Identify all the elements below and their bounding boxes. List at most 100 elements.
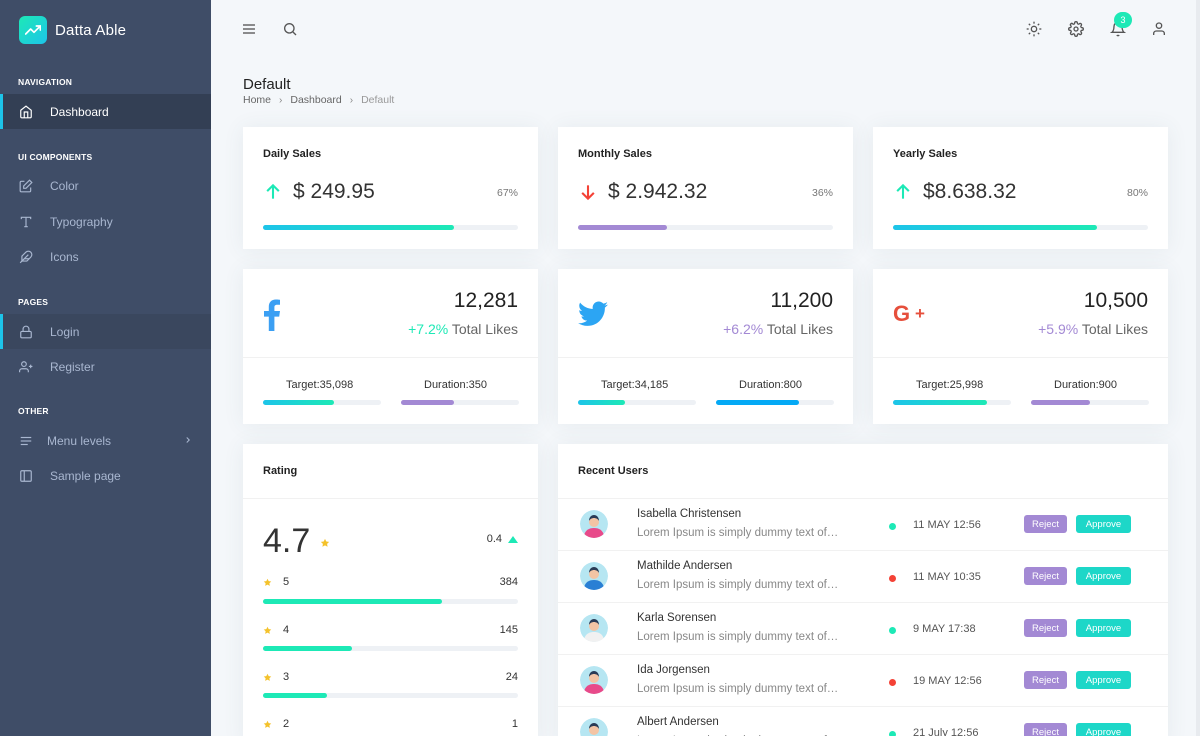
svg-text:+: + <box>915 304 925 323</box>
divider <box>243 498 538 499</box>
reject-button[interactable]: Reject <box>1024 567 1067 585</box>
sidebar-item-menu-levels[interactable]: Menu levels <box>0 423 211 458</box>
card-title: Daily Sales <box>263 148 322 160</box>
duration-progress-fill <box>716 400 799 405</box>
breadcrumb-current: Default <box>361 94 395 106</box>
divider <box>558 357 853 358</box>
social-likes: +5.9% Total Likes <box>1038 321 1148 337</box>
sidebar-icon <box>18 468 34 484</box>
user-icon[interactable] <box>1150 20 1168 38</box>
breadcrumb-home[interactable]: Home <box>243 94 272 106</box>
user-name: Ida Jorgensen <box>637 664 710 676</box>
target-value: 35,098 <box>319 379 354 391</box>
sidebar-item-dashboard[interactable]: Dashboard <box>0 94 211 129</box>
user-row: Mathilde Andersen Lorem Ipsum is simply d… <box>558 550 1168 602</box>
social-likes: +6.2% Total Likes <box>723 321 833 337</box>
progress-track <box>893 225 1148 230</box>
approve-button[interactable]: Approve <box>1076 671 1131 689</box>
status-dot <box>889 679 896 686</box>
card-title: Yearly Sales <box>893 148 958 160</box>
rating-stars: 2 <box>283 718 290 730</box>
svg-text:G: G <box>893 302 910 324</box>
sidebar-item-label: Register <box>50 359 95 374</box>
google-plus-icon: G + <box>893 301 931 329</box>
approve-button[interactable]: Approve <box>1076 619 1131 637</box>
card-title: Rating <box>263 465 298 477</box>
rating-count: 145 <box>499 624 518 636</box>
sidebar-item-label: Sample page <box>50 468 121 483</box>
breadcrumb-dashboard[interactable]: Dashboard <box>290 94 342 106</box>
approve-button[interactable]: Approve <box>1076 515 1131 533</box>
likes-label: Total Likes <box>766 321 833 337</box>
sun-icon[interactable] <box>1025 20 1043 38</box>
rating-track <box>263 599 518 604</box>
duration-progress-track <box>716 400 834 405</box>
reject-button[interactable]: Reject <box>1024 515 1067 533</box>
star-icon <box>263 578 272 586</box>
type-icon <box>18 214 34 230</box>
hamburger-menu-icon[interactable] <box>240 20 258 38</box>
twitter-icon <box>578 301 608 332</box>
sidebar-item-sample-page[interactable]: Sample page <box>0 458 211 493</box>
avatar <box>580 614 608 642</box>
rating-delta-value: 0.4 <box>486 533 502 545</box>
settings-gear-icon[interactable] <box>1067 20 1085 38</box>
sidebar-item-label: Typography <box>50 214 113 229</box>
duration-label: Duration:800 <box>739 379 802 391</box>
arrow-up-icon <box>896 183 910 199</box>
star-icon <box>263 673 272 681</box>
duration-progress-fill <box>1031 400 1090 405</box>
card-title: Recent Users <box>578 465 649 477</box>
likes-change: +6.2% <box>723 321 764 337</box>
reject-button[interactable]: Reject <box>1024 723 1067 736</box>
status-dot <box>889 627 896 634</box>
sidebar-item-label: Dashboard <box>50 104 109 119</box>
reject-button[interactable]: Reject <box>1024 671 1067 689</box>
sidebar-item-register[interactable]: Register <box>0 349 211 384</box>
breadcrumb: Home › Dashboard › Default <box>243 94 394 106</box>
home-icon <box>18 104 34 120</box>
user-description: Lorem Ipsum is simply dummy text of… <box>637 683 839 695</box>
approve-button[interactable]: Approve <box>1076 723 1131 736</box>
search-icon[interactable] <box>281 20 299 38</box>
sales-amount: $ 2.942.32 <box>608 180 708 203</box>
progress-track <box>263 225 518 230</box>
sidebar-item-color[interactable]: Color <box>0 168 211 203</box>
brand-name: Datta Able <box>55 21 127 39</box>
progress-fill <box>578 225 668 230</box>
nav-caption-other: OTHER <box>18 406 49 416</box>
status-dot <box>889 575 896 582</box>
rating-count: 24 <box>505 671 518 683</box>
user-plus-icon <box>18 359 34 375</box>
facebook-card: 12,281 +7.2% Total Likes Target:35,098 D… <box>243 269 538 424</box>
brand[interactable]: Datta Able <box>0 0 211 60</box>
user-description: Lorem Ipsum is simply dummy text of… <box>637 527 839 539</box>
user-name: Karla Sorensen <box>637 612 717 624</box>
divider <box>873 357 1168 358</box>
target-progress-fill <box>578 400 626 405</box>
user-date: 21 July 12:56 <box>913 727 979 736</box>
sidebar-item-login[interactable]: Login <box>0 314 211 349</box>
progress-track <box>578 225 833 230</box>
page-scrollbar[interactable] <box>1196 0 1200 736</box>
target-progress-fill <box>263 400 334 405</box>
target-caption: Target: <box>916 379 950 391</box>
duration-value: 900 <box>1098 379 1117 391</box>
arrow-down-icon <box>581 185 595 201</box>
reject-button[interactable]: Reject <box>1024 619 1067 637</box>
likes-change: +5.9% <box>1038 321 1079 337</box>
sidebar-item-icons[interactable]: Icons <box>0 239 211 274</box>
top-header: 3 <box>211 0 1200 60</box>
arrow-up-icon <box>266 183 280 199</box>
approve-button[interactable]: Approve <box>1076 567 1131 585</box>
duration-progress-track <box>401 400 519 405</box>
avatar <box>580 510 608 538</box>
progress-fill <box>893 225 1097 230</box>
nav-caption-pages: PAGES <box>18 297 49 307</box>
sales-percent: 80% <box>1126 187 1148 199</box>
sidebar-item-typography[interactable]: Typography <box>0 204 211 239</box>
trending-up-icon <box>19 16 47 44</box>
sales-amount: $8.638.32 <box>923 180 1017 203</box>
nav-caption-navigation: NAVIGATION <box>18 77 73 87</box>
user-date: 19 MAY 12:56 <box>913 675 982 687</box>
